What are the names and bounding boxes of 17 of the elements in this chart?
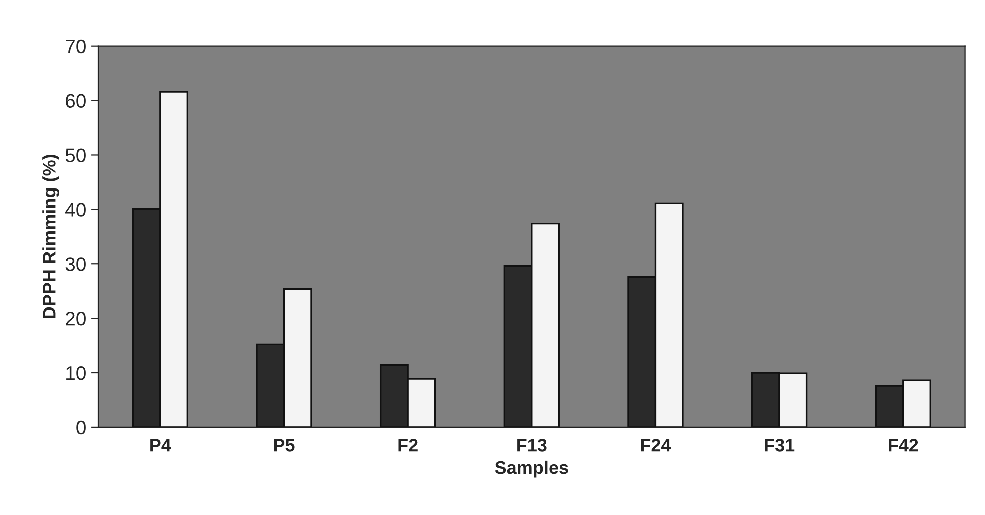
y-tick-label: 20: [66, 312, 86, 326]
y-tick-label: 70: [66, 40, 86, 54]
y-tick-label: 10: [66, 366, 86, 380]
y-tick-label: 60: [66, 94, 86, 108]
x-tick-label: F24: [641, 439, 672, 452]
x-tick-label: F42: [889, 439, 918, 452]
y-axis-title: DPPH Rimming (%): [42, 155, 60, 318]
x-axis-title: Samples: [495, 460, 568, 478]
x-tick-label: F13: [518, 439, 547, 452]
y-tick-label: 40: [66, 203, 86, 217]
x-tick-label: F31: [765, 439, 795, 452]
y-tick-label: 50: [66, 148, 86, 162]
y-tick-label: 0: [76, 420, 86, 435]
y-tick-label: 30: [66, 258, 86, 272]
x-tick-label: P4: [150, 439, 172, 452]
x-tick-label: P5: [274, 439, 295, 452]
x-tick-label: F2: [398, 439, 418, 452]
